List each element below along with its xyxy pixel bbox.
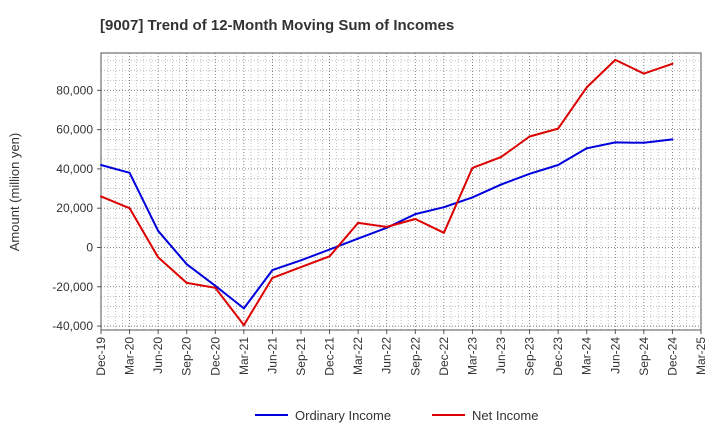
x-tick-label: Sep-24 bbox=[637, 337, 651, 376]
data-point bbox=[414, 218, 417, 221]
data-point bbox=[642, 141, 645, 144]
data-point bbox=[100, 195, 102, 198]
data-point bbox=[128, 207, 131, 210]
x-tick-label: Mar-20 bbox=[123, 337, 137, 375]
data-point bbox=[442, 231, 445, 234]
data-point bbox=[671, 62, 674, 65]
legend-label: Net Income bbox=[472, 408, 538, 423]
legend-label: Ordinary Income bbox=[295, 408, 391, 423]
data-point bbox=[214, 284, 217, 287]
data-point bbox=[185, 263, 188, 266]
data-point bbox=[271, 269, 274, 272]
x-tick-label: Dec-24 bbox=[665, 337, 679, 376]
x-tick-label: Sep-23 bbox=[523, 337, 537, 376]
x-tick-label: Mar-25 bbox=[694, 337, 708, 375]
data-point bbox=[442, 206, 445, 209]
x-tick-label: Mar-21 bbox=[237, 337, 251, 375]
legend: Ordinary Income Net Income bbox=[255, 408, 538, 423]
x-tick-label: Mar-24 bbox=[580, 337, 594, 375]
data-point bbox=[614, 141, 617, 144]
series-group bbox=[100, 58, 674, 327]
data-point bbox=[528, 135, 531, 138]
data-point bbox=[214, 286, 217, 289]
data-point bbox=[357, 237, 360, 240]
data-point bbox=[271, 276, 274, 279]
data-point bbox=[100, 163, 102, 166]
y-tick-label: 20,000 bbox=[56, 201, 93, 215]
x-tick-label: Dec-23 bbox=[551, 337, 565, 376]
x-tick-label: Mar-22 bbox=[351, 337, 365, 375]
data-point bbox=[300, 266, 302, 269]
x-tick-label: Jun-23 bbox=[494, 337, 508, 374]
data-point bbox=[471, 196, 474, 199]
y-tick-label: 0 bbox=[86, 240, 93, 254]
data-point bbox=[671, 138, 674, 141]
x-tick-label: Jun-22 bbox=[380, 337, 394, 374]
data-point bbox=[614, 58, 617, 61]
chart-title: [9007] Trend of 12-Month Moving Sum of I… bbox=[100, 17, 454, 34]
x-tick-label: Dec-20 bbox=[208, 337, 222, 376]
data-point bbox=[385, 225, 388, 228]
data-point bbox=[128, 171, 131, 174]
data-point bbox=[500, 156, 502, 159]
data-point bbox=[242, 324, 245, 327]
x-tick-label: Jun-20 bbox=[151, 337, 165, 374]
x-axis: Dec-19 Mar-20 Jun-20 Sep-20 Dec-20 Mar-21 Jun-… bbox=[94, 330, 708, 376]
data-point bbox=[471, 166, 474, 169]
data-point bbox=[585, 86, 588, 89]
x-tick-label: Dec-21 bbox=[323, 337, 337, 376]
y-tick-label: 60,000 bbox=[56, 123, 93, 137]
x-tick-label: Mar-23 bbox=[465, 337, 479, 375]
y-tick-label: -40,000 bbox=[52, 319, 93, 333]
x-tick-label: Sep-21 bbox=[294, 337, 308, 376]
data-point bbox=[157, 229, 160, 232]
x-tick-label: Dec-19 bbox=[94, 337, 108, 376]
data-point bbox=[557, 163, 560, 166]
data-point bbox=[357, 221, 360, 224]
data-point bbox=[300, 259, 302, 262]
y-tick-label: -20,000 bbox=[52, 280, 93, 294]
data-point bbox=[328, 255, 331, 258]
data-point bbox=[500, 183, 502, 186]
y-tick-label: 40,000 bbox=[56, 162, 93, 176]
data-point bbox=[557, 127, 560, 130]
data-point bbox=[585, 147, 588, 150]
x-tick-label: Jun-24 bbox=[608, 337, 622, 374]
x-tick-label: Sep-20 bbox=[180, 337, 194, 376]
data-point bbox=[528, 172, 531, 175]
x-tick-label: Sep-22 bbox=[408, 337, 422, 376]
data-point bbox=[414, 213, 417, 216]
data-point bbox=[185, 281, 188, 284]
y-tick-label: 80,000 bbox=[56, 83, 93, 97]
y-axis-label: Amount (million yen) bbox=[7, 133, 22, 252]
x-tick-label: Dec-22 bbox=[437, 337, 451, 376]
x-tick-label: Jun-21 bbox=[265, 337, 279, 374]
data-point bbox=[242, 307, 245, 310]
data-point bbox=[642, 72, 645, 75]
y-axis: -40,000 -20,000 0 20,000 40,000 60,000 80,000 bbox=[52, 83, 101, 333]
plot-frame bbox=[100, 52, 702, 331]
data-point bbox=[328, 248, 331, 251]
grid bbox=[101, 53, 701, 330]
data-point bbox=[157, 256, 160, 259]
